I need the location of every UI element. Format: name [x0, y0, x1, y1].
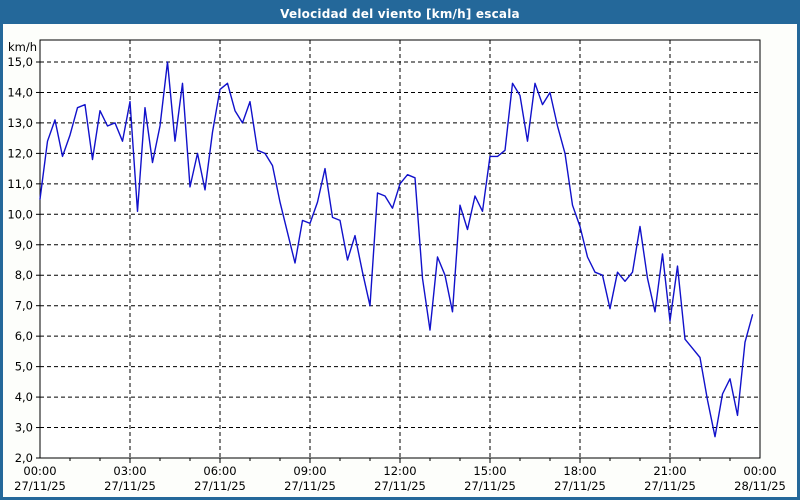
x-time-label: 15:00: [473, 464, 506, 478]
x-date-label: 27/11/25: [14, 479, 66, 493]
title-bar: Velocidad del viento [km/h] escala: [3, 3, 797, 24]
y-tick-label: 7,0: [15, 299, 33, 313]
x-date-label: 27/11/25: [104, 479, 156, 493]
x-date-label: 27/11/25: [284, 479, 336, 493]
x-time-label: 00:00: [23, 464, 56, 478]
x-date-label: 27/11/25: [554, 479, 606, 493]
x-time-label: 00:00: [743, 464, 776, 478]
y-tick-label: 8,0: [15, 268, 33, 282]
x-time-label: 12:00: [383, 464, 416, 478]
y-tick-label: 3,0: [15, 421, 33, 435]
x-time-label: 21:00: [653, 464, 686, 478]
y-tick-label: 6,0: [15, 329, 33, 343]
x-time-label: 18:00: [563, 464, 596, 478]
x-date-label: 27/11/25: [464, 479, 516, 493]
x-date-label: 27/11/25: [374, 479, 426, 493]
y-tick-label: 5,0: [15, 360, 33, 374]
chart-container: 15,0 14,0 13,0 12,0 11,0 10,0 9,0 8,0 7,0 6,0 5,0 4…: [3, 24, 797, 497]
x-date-label: 27/11/25: [644, 479, 696, 493]
window-title: Velocidad del viento [km/h] escala: [280, 6, 520, 21]
y-tick-label: 14,0: [7, 85, 33, 99]
x-time-label: 03:00: [113, 464, 146, 478]
y-tick-label: 13,0: [7, 116, 33, 130]
y-tick-label: 4,0: [15, 390, 33, 404]
plot-area: [39, 39, 761, 459]
x-date-label: 27/11/25: [194, 479, 246, 493]
x-date-label: 28/11/25: [734, 479, 786, 493]
data-line: [39, 61, 754, 438]
x-time-label: 06:00: [203, 464, 236, 478]
y-tick-label: 15,0: [7, 55, 33, 69]
wind-speed-line-chart: 15,0 14,0 13,0 12,0 11,0 10,0 9,0 8,0 7,0 6,0 5,0 4…: [7, 39, 786, 493]
y-tick-label: 2,0: [15, 451, 33, 465]
y-tick-label: 12,0: [7, 146, 33, 160]
y-tick-label: 11,0: [7, 177, 33, 191]
y-tick-label: 9,0: [15, 238, 33, 252]
y-axis-unit-label: km/h: [8, 40, 37, 54]
y-tick-label: 10,0: [7, 207, 33, 221]
x-time-label: 09:00: [293, 464, 326, 478]
